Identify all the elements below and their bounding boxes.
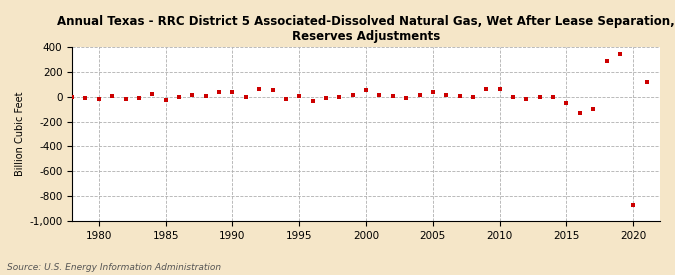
Point: [307, 99, 318, 103]
Title: Annual Texas - RRC District 5 Associated-Dissolved Natural Gas, Wet After Lease : Annual Texas - RRC District 5 Associated…: [57, 15, 675, 43]
Point: [147, 92, 158, 97]
Point: [535, 95, 545, 100]
Point: [107, 94, 117, 98]
Point: [281, 97, 292, 101]
Point: [227, 90, 238, 95]
Point: [267, 88, 278, 92]
Point: [401, 96, 412, 100]
Point: [200, 94, 211, 98]
Point: [614, 52, 625, 57]
Point: [360, 88, 371, 93]
Text: Source: U.S. Energy Information Administration: Source: U.S. Energy Information Administ…: [7, 263, 221, 272]
Point: [187, 93, 198, 98]
Point: [53, 97, 64, 101]
Point: [628, 203, 639, 207]
Point: [80, 96, 91, 100]
Point: [561, 101, 572, 105]
Point: [120, 97, 131, 101]
Point: [441, 93, 452, 97]
Point: [508, 95, 518, 100]
Point: [134, 96, 144, 100]
Point: [348, 93, 358, 98]
Point: [67, 95, 78, 100]
Point: [160, 98, 171, 103]
Point: [574, 111, 585, 115]
Point: [521, 96, 532, 101]
Point: [254, 86, 265, 91]
Point: [240, 95, 251, 100]
Point: [601, 59, 612, 64]
Point: [588, 107, 599, 111]
Point: [374, 93, 385, 97]
Point: [468, 95, 479, 100]
Point: [294, 94, 304, 98]
Point: [454, 94, 465, 98]
Point: [641, 80, 652, 85]
Point: [427, 90, 438, 95]
Point: [547, 95, 558, 100]
Point: [481, 87, 491, 91]
Point: [214, 89, 225, 94]
Y-axis label: Billion Cubic Feet: Billion Cubic Feet: [15, 92, 25, 176]
Point: [414, 93, 425, 97]
Point: [334, 95, 345, 100]
Point: [494, 86, 505, 91]
Point: [387, 94, 398, 98]
Point: [173, 95, 184, 99]
Point: [93, 96, 104, 101]
Point: [321, 96, 331, 100]
